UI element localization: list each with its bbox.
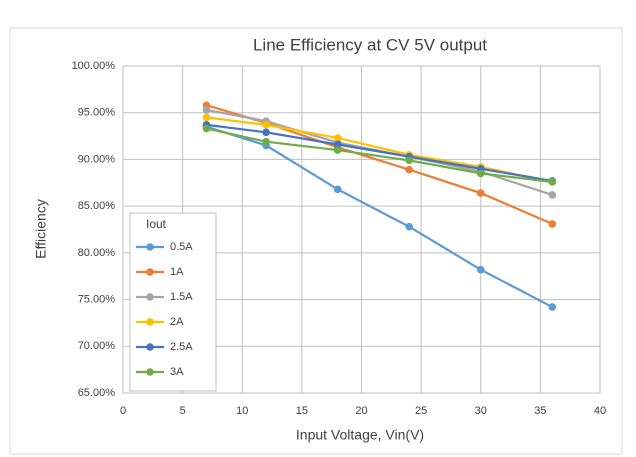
x-tick-label: 5 (180, 405, 186, 417)
legend-label: 3A (170, 366, 184, 378)
data-point (405, 222, 414, 231)
x-tick-label: 25 (415, 405, 427, 417)
y-tick-label: 80.00% (78, 247, 116, 259)
y-tick-label: 90.00% (78, 153, 116, 165)
data-point (333, 140, 342, 149)
legend-marker (146, 268, 154, 276)
data-point (476, 265, 485, 274)
x-tick-label: 20 (355, 405, 367, 417)
data-point (333, 185, 342, 194)
series-line (206, 127, 553, 183)
chart-title: Line Efficiency at CV 5V output (253, 35, 487, 54)
legend-label: 2.5A (170, 341, 193, 353)
legend-marker (146, 293, 154, 301)
data-point (333, 134, 342, 142)
legend-title: Iout (146, 217, 167, 231)
x-tick-label: 15 (296, 405, 308, 417)
data-point (262, 128, 270, 137)
y-tick-label: 85.00% (78, 200, 116, 212)
data-point (548, 220, 557, 228)
data-point (333, 146, 342, 154)
legend-marker (146, 318, 154, 326)
legend-marker (146, 243, 154, 251)
y-tick-label: 100.00% (72, 60, 116, 72)
plot-border (122, 65, 601, 394)
data-point (262, 121, 270, 129)
legend-box (129, 212, 217, 392)
data-point (548, 303, 557, 311)
legend-marker (146, 343, 154, 351)
data-point (548, 178, 557, 186)
data-point (476, 189, 485, 197)
legend-label: 1A (170, 266, 184, 278)
legend-label: 2A (170, 316, 184, 328)
x-tick-label: 10 (236, 405, 248, 417)
series-line (206, 125, 553, 309)
data-point (202, 113, 211, 122)
series-line (206, 123, 553, 183)
y-tick-label: 75.00% (78, 293, 116, 305)
x-axis-label: Input Voltage, Vin(V) (296, 427, 424, 443)
data-point (405, 165, 414, 174)
x-tick-label: 30 (475, 405, 487, 417)
y-tick-label: 65.00% (78, 387, 116, 399)
data-point (405, 156, 414, 165)
series-line (206, 116, 553, 183)
chart-frame (9, 27, 623, 455)
x-tick-label: 35 (534, 405, 546, 417)
data-point (262, 137, 270, 146)
x-tick-label: 40 (594, 405, 606, 417)
y-axis-label: Efficiency (33, 199, 49, 259)
data-point (548, 191, 557, 199)
data-point (476, 169, 485, 178)
y-tick-label: 95.00% (78, 107, 116, 119)
y-tick-label: 70.00% (78, 340, 116, 352)
legend-label: 1.5A (170, 291, 193, 303)
x-tick-label: 0 (120, 405, 126, 417)
legend-marker (146, 368, 154, 376)
legend-label: 0.5A (170, 241, 193, 253)
data-point (202, 124, 211, 133)
data-point (202, 106, 211, 114)
